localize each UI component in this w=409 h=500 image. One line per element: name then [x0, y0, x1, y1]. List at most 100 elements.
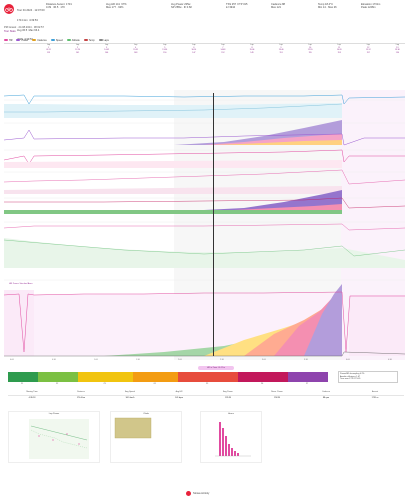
- lap-column[interactable]: Lap 13 13:30 154: [393, 44, 402, 54]
- table-value-cell: 258 W: [274, 397, 280, 399]
- table-value-cell: 141 bpm: [175, 397, 183, 399]
- zone-segment[interactable]: [238, 372, 288, 382]
- table-header-cell: Ascent: [371, 391, 379, 393]
- lap-c: 147: [192, 51, 196, 54]
- zone-segment[interactable]: [8, 372, 38, 382]
- altitude-panel: [4, 169, 405, 194]
- lap-column[interactable]: Lap 8 15:06 149: [248, 44, 257, 54]
- table-value-cell: 36.5 km/h: [125, 397, 135, 399]
- lap-c: 154: [395, 51, 399, 54]
- legend-swatch: [98, 39, 103, 41]
- lap-column[interactable]: Lap 3 14:02 146: [102, 44, 111, 54]
- summary-line: Avg 36.5 Max 66.4: [17, 28, 40, 32]
- lap-c: 153: [337, 51, 341, 54]
- zone-label: Z7: [306, 383, 309, 385]
- x-tick-label: 2:00: [178, 359, 182, 361]
- table-header-cell: Avg Power: [223, 391, 233, 393]
- legend-label: HR: [9, 38, 13, 42]
- chart-title: Lap Power: [48, 413, 60, 415]
- zone-segment[interactable]: [133, 372, 178, 382]
- chart-title: Hours: [228, 413, 234, 415]
- strava-badge[interactable]: Strava Activity: [186, 491, 209, 496]
- lap-b: 12:24: [75, 49, 80, 52]
- lap-column[interactable]: Lap 5 13:56 150: [160, 44, 169, 54]
- lap-b: 14:02: [104, 49, 109, 52]
- table-value-cell: 1731 m: [371, 397, 379, 399]
- temperature-panel: [4, 221, 405, 268]
- lap-c: 151: [279, 51, 283, 54]
- lap-b: 15:06: [249, 49, 255, 52]
- lap-column[interactable]: Lap 4 15:31 148: [131, 44, 140, 54]
- header-stat-label: Elevation 1731m: [361, 3, 381, 6]
- metric-line: Aerobic efficiency 1.67: [340, 375, 361, 378]
- lap-c: 149: [250, 51, 254, 54]
- lap-b: 14:48: [220, 49, 226, 52]
- series-legend: HR Power Cadence Speed Altitude Temp Laps: [4, 38, 404, 42]
- legend-item[interactable]: Laps: [98, 39, 109, 42]
- header-stat-label: Avg HR 141 67%: [106, 3, 127, 6]
- lap-b: 13:56: [162, 49, 168, 52]
- lap-column[interactable]: Lap 6 16:14 147: [189, 44, 198, 54]
- lap-a: 9: [280, 46, 282, 49]
- table-header-cell: Avg HR: [175, 391, 183, 393]
- hours-histogram: Hours: [200, 411, 262, 463]
- zone-label: Z1: [21, 383, 24, 385]
- lap-column[interactable]: Lap 11 14:20 153: [335, 44, 344, 54]
- metric-line: Power/HR decoupling 4.2%: [340, 373, 365, 375]
- lap-column[interactable]: Lap 12 15:12 157: [364, 44, 373, 54]
- lap-column[interactable]: Lap 9 13:40 151: [277, 44, 286, 54]
- lap-a: 1: [47, 46, 50, 49]
- summary-line: 170.4 km 4:39:53: [17, 19, 38, 23]
- lap-b: 13:30: [394, 49, 400, 52]
- lap-c: 148: [134, 51, 138, 54]
- legend-label: Altitude: [71, 38, 80, 42]
- metrics-summary-box: Power/HR decoupling 4.2% Aerobic efficien…: [338, 371, 398, 383]
- header-stat: Avg HR 141 67% Max 177 · 92%: [106, 3, 150, 9]
- legend-item[interactable]: Speed: [50, 39, 63, 42]
- zone-segment[interactable]: [38, 372, 78, 382]
- lap-a: 8: [251, 46, 253, 49]
- legend-swatch: [16, 39, 21, 41]
- zone-segment[interactable]: [78, 372, 133, 382]
- lap-hd: Lap: [75, 44, 80, 46]
- lap-column[interactable]: Lap 2 12:24 141: [73, 44, 82, 54]
- zone-segment[interactable]: [178, 372, 238, 382]
- table-header-cell: Distance: [77, 391, 85, 393]
- lap-c: 152: [221, 51, 225, 54]
- lap-hd: Lap: [192, 44, 196, 46]
- x-tick-label: 1:00: [94, 359, 98, 361]
- chart-title: Climb: [143, 413, 149, 415]
- lap-hd: Lap: [134, 44, 138, 46]
- header-stat: TSS 257 FTP 315 kJ 3944: [226, 3, 270, 9]
- table-header-row: Moving Time Distance Avg Speed Avg HR Avg Po…: [8, 391, 404, 396]
- lap-hd: Lap: [250, 44, 254, 46]
- lap-column[interactable]: Lap 7 14:48 152: [218, 44, 227, 54]
- lap-column[interactable]: Lap 1 02:11 113: [44, 44, 53, 54]
- header-stat-label: Temp 18.4°C: [318, 3, 334, 6]
- lap-b: 12:55: [307, 49, 313, 52]
- time-cursor[interactable]: [213, 93, 214, 356]
- lap-a: 12: [367, 46, 370, 49]
- legend-label: Power: [21, 38, 29, 42]
- power-panel: [4, 120, 405, 146]
- lap-b: 02:11: [46, 49, 51, 52]
- lap-hd: Lap: [308, 44, 312, 46]
- legend-item[interactable]: Temp: [83, 39, 95, 42]
- x-tick-label: 4:00: [346, 359, 350, 361]
- header-stat-label: Distance Ascent 1731: [46, 3, 72, 6]
- lap-hd: Lap: [366, 44, 370, 46]
- x-tick-label: 0:00: [10, 359, 14, 361]
- legend-item[interactable]: Power: [16, 39, 28, 42]
- lap-hd: Lap: [105, 44, 109, 46]
- legend-item[interactable]: Altitude: [66, 38, 80, 42]
- time-series-panels: [4, 90, 405, 360]
- legend-item[interactable]: HR: [4, 39, 12, 42]
- x-tick-label: 3:00: [262, 359, 266, 361]
- table-value-row: 4:39:53 170.4 km 36.5 km/h 141 bpm 235 W 258 …: [8, 397, 404, 401]
- lap-column[interactable]: Lap 10 12:55 155: [306, 44, 315, 54]
- legend-swatch: [4, 39, 8, 41]
- header-stat: Temp 18.4°C Min 14 · Max 26: [318, 3, 362, 9]
- header-stat-value: Max 121: [271, 6, 281, 10]
- legend-item[interactable]: Cadence: [32, 39, 47, 42]
- zone-segment[interactable]: [288, 372, 328, 382]
